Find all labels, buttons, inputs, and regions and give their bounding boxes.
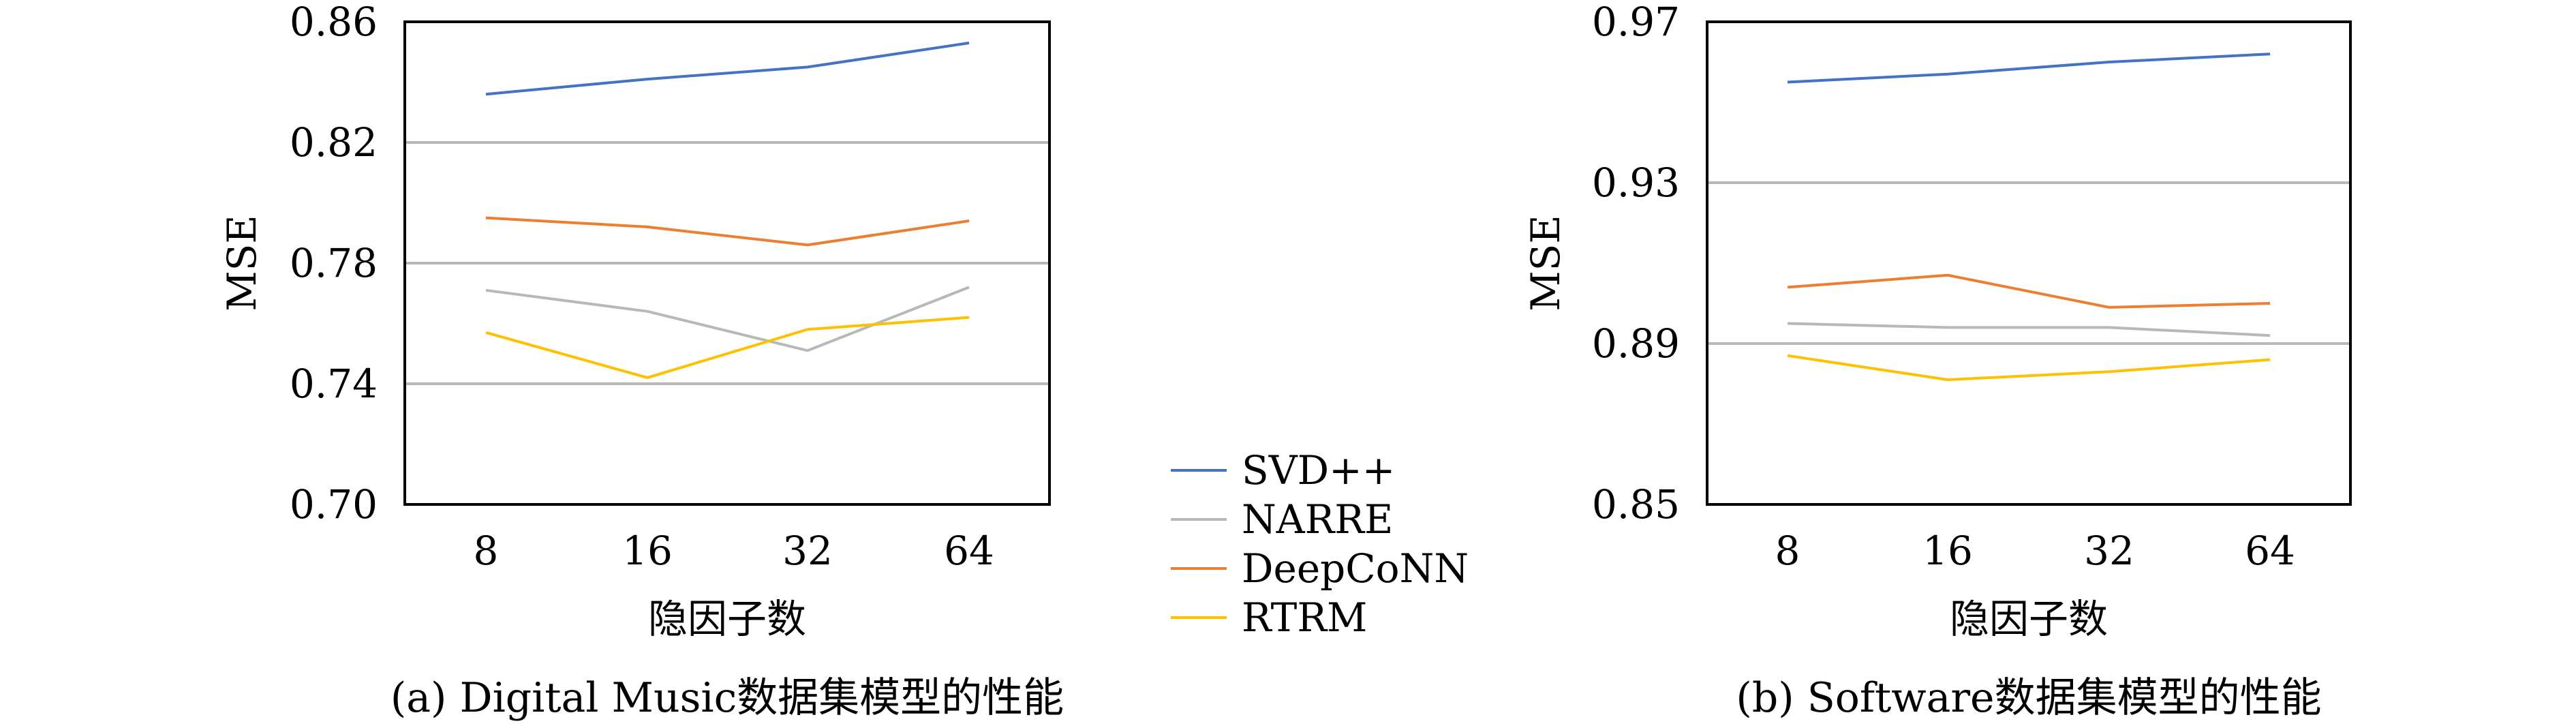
chart-b-plot-frame <box>1706 20 2352 506</box>
y-tick-label: 0.82 <box>290 119 378 166</box>
y-tick-label: 0.97 <box>1592 0 1680 45</box>
legend-label: RTRM <box>1242 594 1367 641</box>
y-tick-label: 0.85 <box>1592 481 1680 528</box>
series-line-svd <box>1787 52 2271 84</box>
chart-a-caption: (a) Digital Music数据集模型的性能 <box>390 674 1064 722</box>
legend-label: SVD++ <box>1242 447 1395 494</box>
chart-b-y-ticks: 0.85 0.89 0.93 0.97 <box>1592 0 1680 528</box>
chart-a-y-ticks: 0.70 0.74 0.78 0.82 0.86 <box>290 0 378 528</box>
chart-a-xlabel: 隐因子数 <box>648 596 806 642</box>
y-tick-label: 0.86 <box>290 0 378 45</box>
chart-b: 0.85 0.89 0.93 0.97 8 16 32 64 MSE 隐因子数 (b) So… <box>1522 0 2352 722</box>
x-tick-label: 32 <box>782 528 833 574</box>
chart-a-ylabel: MSE <box>219 215 265 311</box>
chart-a: 0.70 0.74 0.78 0.82 0.86 8 16 32 64 MSE 隐因子数 (a… <box>219 0 1064 722</box>
series-line-narre <box>485 286 970 352</box>
x-tick-label: 32 <box>2084 528 2134 574</box>
series-line-deepconn <box>1787 273 2271 309</box>
series-line-narre <box>1787 322 2271 337</box>
x-tick-label: 16 <box>1922 528 1973 574</box>
legend-label: DeepCoNN <box>1242 545 1469 592</box>
chart-b-x-ticks: 8 16 32 64 <box>1775 528 2295 574</box>
x-tick-label: 16 <box>622 528 673 574</box>
chart-a-series <box>485 42 970 380</box>
chart-b-grid <box>1707 181 2350 345</box>
y-tick-label: 0.93 <box>1592 160 1680 206</box>
series-line-deepconn <box>485 216 970 247</box>
y-tick-label: 0.89 <box>1592 320 1680 367</box>
x-tick-label: 8 <box>474 528 499 574</box>
chart-a-plot-frame <box>403 20 1051 506</box>
chart-a-x-ticks: 8 16 32 64 <box>474 528 994 574</box>
x-tick-label: 64 <box>944 528 994 574</box>
y-tick-label: 0.74 <box>290 361 378 407</box>
chart-a-grid <box>405 141 1049 385</box>
legend-label: NARRE <box>1242 496 1393 543</box>
x-tick-label: 8 <box>1775 528 1800 574</box>
chart-b-series <box>1787 52 2271 382</box>
chart-b-xlabel: 隐因子数 <box>1950 596 2108 642</box>
chart-b-caption: (b) Software数据集模型的性能 <box>1736 674 2321 722</box>
series-line-svd <box>485 42 970 96</box>
y-tick-label: 0.70 <box>290 481 378 528</box>
y-tick-label: 0.78 <box>290 240 378 286</box>
series-line-rtrm <box>485 316 970 380</box>
series-line-rtrm <box>1787 354 2271 382</box>
chart-b-ylabel: MSE <box>1522 215 1569 311</box>
x-tick-label: 64 <box>2245 528 2295 574</box>
